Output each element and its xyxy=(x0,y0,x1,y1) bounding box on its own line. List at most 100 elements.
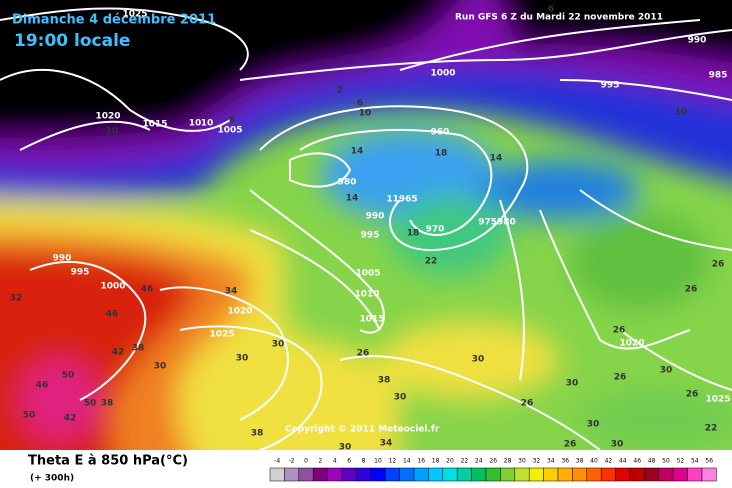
theta-label: 30 xyxy=(660,366,673,376)
theta-label: 42 xyxy=(64,414,77,424)
colorbar-swatch xyxy=(514,467,530,482)
colorbar-swatch xyxy=(312,467,328,482)
colorbar-swatch xyxy=(269,467,285,482)
isobar-label: 1025 xyxy=(705,395,730,405)
colorbar-swatch xyxy=(413,467,429,482)
isobar-label: 990 xyxy=(688,36,707,46)
isobar-label: 1015 xyxy=(142,120,167,130)
isobar-label: 980 xyxy=(338,178,357,188)
isobar-label: 1020 xyxy=(95,112,120,122)
colorbar-label: 14 xyxy=(403,458,411,465)
colorbar-swatch xyxy=(572,467,588,482)
theta-label: 30 xyxy=(272,340,285,350)
colorbar-swatch xyxy=(629,467,645,482)
colorbar-label: 26 xyxy=(489,458,497,465)
isobar-label: 1020 xyxy=(227,307,252,317)
theta-label: 34 xyxy=(225,287,238,297)
isobar-label: 995 xyxy=(361,231,380,241)
isobar-label: 995 xyxy=(71,268,90,278)
colorbar-swatch xyxy=(327,467,343,482)
theta-label: 26 xyxy=(685,285,698,295)
theta-label: -10 xyxy=(102,127,118,137)
colorbar-label: 24 xyxy=(475,458,483,465)
colorbar-label: 38 xyxy=(576,458,584,465)
isobar-label: 990 xyxy=(366,212,385,222)
colorbar-label: 22 xyxy=(461,458,469,465)
colorbar-label: 48 xyxy=(648,458,656,465)
colorbar-swatch xyxy=(284,467,300,482)
theta-label: 46 xyxy=(141,285,154,295)
colorbar-label: 56 xyxy=(705,458,713,465)
colorbar-label: 34 xyxy=(547,458,555,465)
colorbar-swatch xyxy=(701,467,717,482)
isobar-label: 995 xyxy=(601,81,620,91)
colorbar-swatch xyxy=(384,467,400,482)
colorbar-swatch xyxy=(471,467,487,482)
time: 19:00 locale xyxy=(14,31,130,51)
theta-label: 38 xyxy=(101,399,114,409)
isobar-label: 970 xyxy=(426,225,445,235)
theta-label: 18 xyxy=(435,149,448,159)
colorbar-swatch xyxy=(399,467,415,482)
colorbar-label: 52 xyxy=(677,458,685,465)
colorbar-swatch xyxy=(687,467,703,482)
theta-label: 14 xyxy=(346,194,359,204)
isobar-label: 1010 xyxy=(354,290,379,300)
theta-label: -6 xyxy=(225,116,235,126)
colorbar-label: 2 xyxy=(318,458,322,465)
theta-label: 38 xyxy=(378,376,391,386)
colorbar-label: 54 xyxy=(691,458,699,465)
isobar-label: 10 xyxy=(189,119,202,129)
theta-label: 26 xyxy=(521,399,534,409)
isobar-label: 1005 xyxy=(217,126,242,136)
copyright: Copyright © 2011 Meteociel.fr xyxy=(285,425,440,435)
theta-label: 50 xyxy=(84,399,97,409)
colorbar-label: -4 xyxy=(274,458,280,465)
colorbar-label: 4 xyxy=(333,458,337,465)
colorbar-label: 18 xyxy=(432,458,440,465)
isobar-label: 1025 xyxy=(122,10,147,20)
theta-label: 14 xyxy=(351,147,364,157)
theta-label: 6 xyxy=(548,5,554,15)
colorbar-swatch xyxy=(485,467,501,482)
colorbar-label: 20 xyxy=(446,458,454,465)
colorbar-swatch xyxy=(528,467,544,482)
theta-label: 30 xyxy=(472,355,485,365)
colorbar-swatch xyxy=(428,467,444,482)
isobar-label: 1000 xyxy=(100,282,125,292)
theta-label: 38 xyxy=(251,429,264,439)
theta-label: 30 xyxy=(236,354,249,364)
colorbar-label: 6 xyxy=(347,458,351,465)
isobar-label: 985 xyxy=(709,71,728,81)
date: Dimanche 4 décembre 2011 xyxy=(12,13,216,28)
theta-label: 46 xyxy=(106,310,119,320)
theta-label: 18 xyxy=(407,229,420,239)
isobar-label: 990 xyxy=(53,254,72,264)
theta-label: 30 xyxy=(154,362,167,372)
colorbar-swatch xyxy=(298,467,314,482)
isobar-label: 10 xyxy=(201,119,214,129)
colorbar-label: 32 xyxy=(533,458,541,465)
theta-label: 30 xyxy=(566,379,579,389)
isobar-label: 1000 xyxy=(430,69,455,79)
colorbar-label: 44 xyxy=(619,458,627,465)
theta-label: 30 xyxy=(587,420,600,430)
theta-label: 26 xyxy=(357,349,370,359)
theta-label: 26 xyxy=(614,373,627,383)
theta-label: 22 xyxy=(705,424,718,434)
colorbar-swatch xyxy=(644,467,660,482)
theta-label: 46 xyxy=(36,381,49,391)
isobar-label: 960 xyxy=(431,128,450,138)
lead-time: (+ 300h) xyxy=(30,474,74,484)
theta-label: 6 xyxy=(357,99,363,109)
theta-label: 50 xyxy=(62,371,75,381)
colorbar-swatch xyxy=(557,467,573,482)
colorbar-swatch xyxy=(500,467,516,482)
colorbar-swatch xyxy=(615,467,631,482)
colorbar-label: 50 xyxy=(662,458,670,465)
isobar-label: 1005 xyxy=(355,269,380,279)
colorbar-label: 10 xyxy=(374,458,382,465)
legend-title: Theta E à 850 hPa(°C) xyxy=(28,454,188,469)
